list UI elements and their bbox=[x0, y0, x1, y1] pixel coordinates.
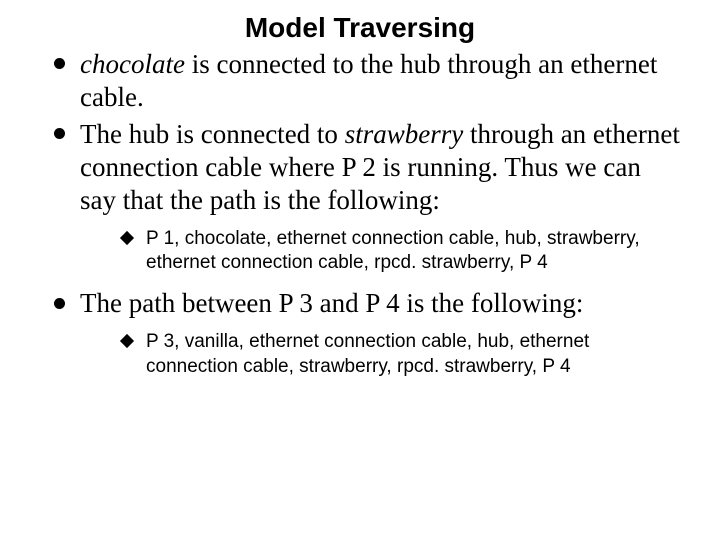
text-segment: chocolate bbox=[80, 49, 185, 79]
slide-title: Model Traversing bbox=[40, 12, 680, 44]
sub-list-item: P 3, vanilla, ethernet connection cable,… bbox=[120, 330, 680, 379]
sub-bullet-list: P 3, vanilla, ethernet connection cable,… bbox=[80, 330, 680, 379]
text-segment: The hub is connected to bbox=[80, 119, 345, 149]
text-segment: P 1, chocolate, ethernet connection cabl… bbox=[146, 228, 640, 273]
text-segment: strawberry bbox=[345, 119, 464, 149]
sub-list-item: P 1, chocolate, ethernet connection cabl… bbox=[120, 227, 680, 276]
text-segment: The path between P 3 and P 4 is the foll… bbox=[80, 288, 583, 318]
list-item: The hub is connected to strawberry throu… bbox=[50, 118, 680, 275]
slide: Model Traversing chocolate is connected … bbox=[0, 0, 720, 540]
bullet-list: chocolate is connected to the hub throug… bbox=[40, 48, 680, 379]
list-item: The path between P 3 and P 4 is the foll… bbox=[50, 287, 680, 379]
text-segment: P 3, vanilla, ethernet connection cable,… bbox=[146, 331, 589, 376]
list-item: chocolate is connected to the hub throug… bbox=[50, 48, 680, 114]
sub-bullet-list: P 1, chocolate, ethernet connection cabl… bbox=[80, 227, 680, 276]
